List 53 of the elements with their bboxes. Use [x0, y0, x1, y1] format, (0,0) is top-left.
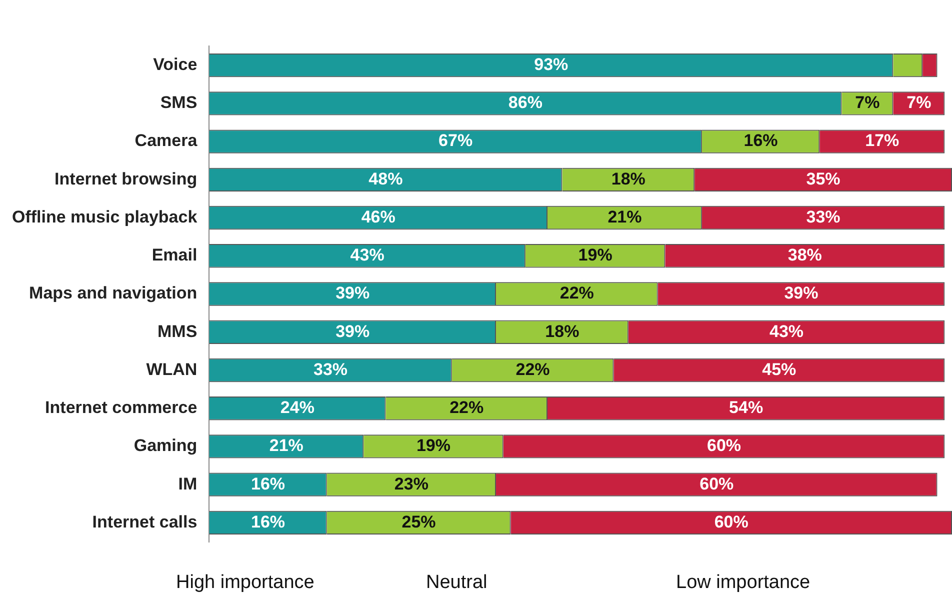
data-label: 43%	[350, 246, 384, 265]
y-tick-label: Internet commerce	[45, 398, 198, 418]
data-label: 60%	[706, 436, 742, 456]
data-label: 35%	[806, 169, 840, 188]
data-label: 67%	[438, 131, 473, 150]
data-label: 60%	[714, 512, 748, 532]
data-label: 22%	[516, 360, 550, 379]
text: Low importance	[676, 572, 810, 594]
y-tick-label: Internet browsing	[54, 169, 198, 188]
data-label: 60%	[700, 474, 734, 494]
y-tick-label: Maps and navigation	[29, 284, 198, 303]
data-label: 23%	[394, 474, 428, 494]
data-label: 86%	[508, 93, 542, 112]
data-label: 33%	[806, 207, 840, 226]
y-tick-label: Email	[152, 246, 198, 265]
data-label: 54%	[729, 398, 764, 418]
data-label: 39%	[784, 284, 818, 303]
y-tick-label: Internet calls	[92, 512, 198, 532]
data-label: 25%	[402, 512, 436, 532]
y-tick-label: WLAN	[146, 360, 198, 379]
y-tick-label: Camera	[134, 131, 198, 150]
data-label: 46%	[361, 207, 396, 226]
text: Neutral	[426, 572, 488, 594]
y-tick-label: Voice	[153, 54, 198, 74]
data-label: 16%	[744, 131, 778, 150]
y-tick-label: MMS	[158, 322, 198, 341]
y-tick-label: Offline music playback	[12, 207, 198, 226]
data-label: 22%	[560, 284, 594, 303]
data-label: 21%	[608, 207, 642, 226]
data-label: 22%	[450, 398, 484, 418]
data-label: 93%	[534, 54, 568, 74]
data-label: 33%	[314, 360, 348, 379]
data-label: 18%	[611, 169, 646, 188]
y-tick-label: IM	[178, 474, 198, 494]
text: High importance	[176, 572, 314, 594]
data-label: 24%	[280, 398, 314, 418]
data-label: 19%	[578, 246, 612, 265]
data-label: 19%	[416, 436, 451, 456]
y-tick-label: Gaming	[134, 436, 198, 456]
y-tick-label: SMS	[160, 93, 198, 112]
data-label: 7%	[906, 93, 932, 112]
data-label: 17%	[865, 131, 900, 150]
data-label: 39%	[336, 284, 370, 303]
data-label: 18%	[545, 322, 580, 341]
data-label: 16%	[250, 512, 286, 532]
data-label: 48%	[368, 169, 403, 188]
data-label: 21%	[269, 436, 304, 456]
data-label: 43%	[770, 322, 804, 341]
data-label: 16%	[250, 474, 286, 494]
data-label: 38%	[788, 246, 822, 265]
data-label: 7%	[855, 93, 880, 112]
data-label: 45%	[762, 360, 796, 379]
data-label: 39%	[336, 322, 370, 341]
